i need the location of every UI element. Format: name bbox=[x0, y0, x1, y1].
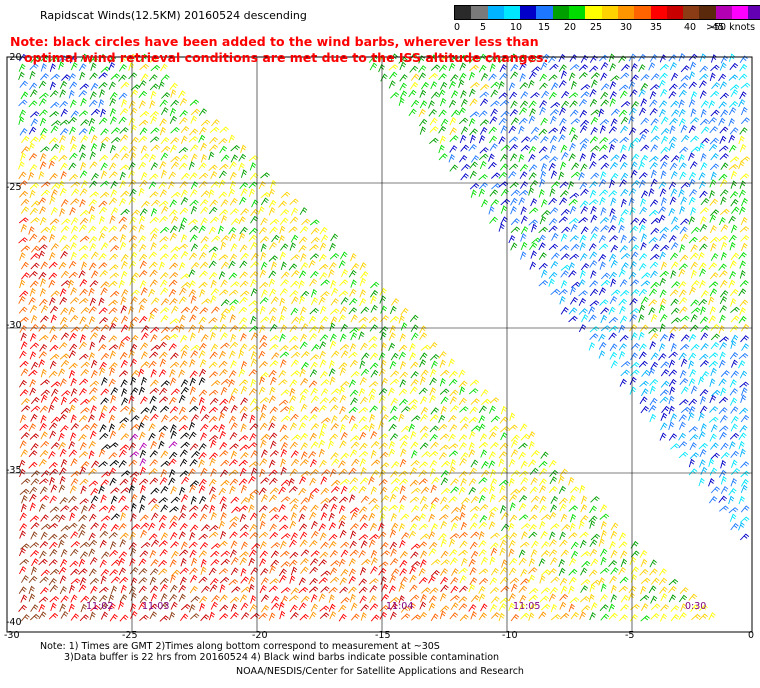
legend-swatch bbox=[455, 6, 472, 19]
legend-swatch bbox=[601, 6, 618, 19]
note-line-2: optimal wind retrieval conditions are me… bbox=[24, 50, 549, 65]
legend-label: 35 bbox=[650, 22, 663, 33]
note-line-1: Note: black circles have been added to t… bbox=[10, 34, 539, 49]
contamination-note: Note: black circles have been added to t… bbox=[10, 34, 570, 66]
legend-swatch bbox=[552, 6, 570, 19]
legend-swatch bbox=[569, 6, 586, 19]
legend-swatch bbox=[748, 6, 760, 19]
lat-tick-label: -30 bbox=[6, 320, 22, 331]
legend-swatch bbox=[520, 6, 537, 19]
lat-lon-grid bbox=[7, 57, 752, 632]
legend-swatch bbox=[487, 6, 504, 19]
footnote-line-1: Note: 1) Times are GMT 2)Times along bot… bbox=[40, 641, 440, 652]
lon-tick-label: -25 bbox=[122, 630, 138, 641]
legend-swatch bbox=[634, 6, 651, 19]
map-title: Rapidscat Winds(12.5KM) 20160524 descend… bbox=[40, 9, 307, 22]
legend-label: 45 bbox=[712, 22, 725, 33]
legend-label: 0 bbox=[454, 22, 461, 33]
map-frame bbox=[6, 56, 753, 633]
legend-label: 40 bbox=[684, 22, 697, 33]
legend-swatch bbox=[536, 6, 553, 19]
lon-tick-label: -15 bbox=[375, 630, 391, 641]
pass-time-label: 11:02 bbox=[86, 601, 113, 612]
legend-swatch bbox=[715, 6, 733, 19]
legend-swatch bbox=[699, 6, 716, 19]
legend-swatch bbox=[617, 6, 635, 19]
wind-barbs-layer bbox=[18, 53, 751, 622]
legend-label: 20 bbox=[564, 22, 577, 33]
legend-label: 15 bbox=[538, 22, 551, 33]
lat-tick-label: -40 bbox=[6, 617, 22, 628]
lon-tick-label: -20 bbox=[252, 630, 268, 641]
legend-swatch bbox=[732, 6, 749, 19]
lat-tick-label: -20 bbox=[6, 52, 22, 63]
legend-swatch bbox=[471, 6, 488, 19]
legend-labels: 0 5 10 15 20 25 30 35 40 45 >50 knots bbox=[454, 20, 760, 34]
legend-label: 5 bbox=[480, 22, 487, 33]
legend-swatch bbox=[585, 6, 602, 19]
lon-tick-label: 0 bbox=[748, 630, 754, 641]
legend-label: 10 bbox=[510, 22, 523, 33]
legend-label: >50 knots bbox=[706, 22, 756, 33]
legend-swatch bbox=[666, 6, 684, 19]
lon-tick-label: -30 bbox=[4, 630, 20, 641]
legend-label: 25 bbox=[590, 22, 603, 33]
footnote: Note: 1) Times are GMT 2)Times along bot… bbox=[40, 641, 499, 663]
pass-time-label: 0:30 bbox=[685, 601, 706, 612]
lat-tick-label: -35 bbox=[6, 465, 22, 476]
legend-swatch bbox=[650, 6, 667, 19]
pass-time-label: 11:05 bbox=[513, 601, 540, 612]
pass-time-label: 11:04 bbox=[386, 601, 413, 612]
credit-line: NOAA/NESDIS/Center for Satellite Applica… bbox=[236, 666, 524, 677]
footnote-line-2: 3)Data buffer is 22 hrs from 20160524 4)… bbox=[64, 652, 500, 663]
lon-tick-label: -10 bbox=[502, 630, 518, 641]
pass-time-label: 11:03 bbox=[142, 601, 169, 612]
lon-tick-label: -5 bbox=[625, 630, 634, 641]
legend-swatch bbox=[503, 6, 521, 19]
lat-tick-label: -25 bbox=[6, 182, 22, 193]
legend-label: 30 bbox=[620, 22, 633, 33]
wind-speed-legend: 0 5 10 15 20 25 30 35 40 45 >50 knots bbox=[454, 5, 760, 34]
legend-color-bar bbox=[454, 5, 760, 20]
legend-swatch bbox=[683, 6, 700, 19]
